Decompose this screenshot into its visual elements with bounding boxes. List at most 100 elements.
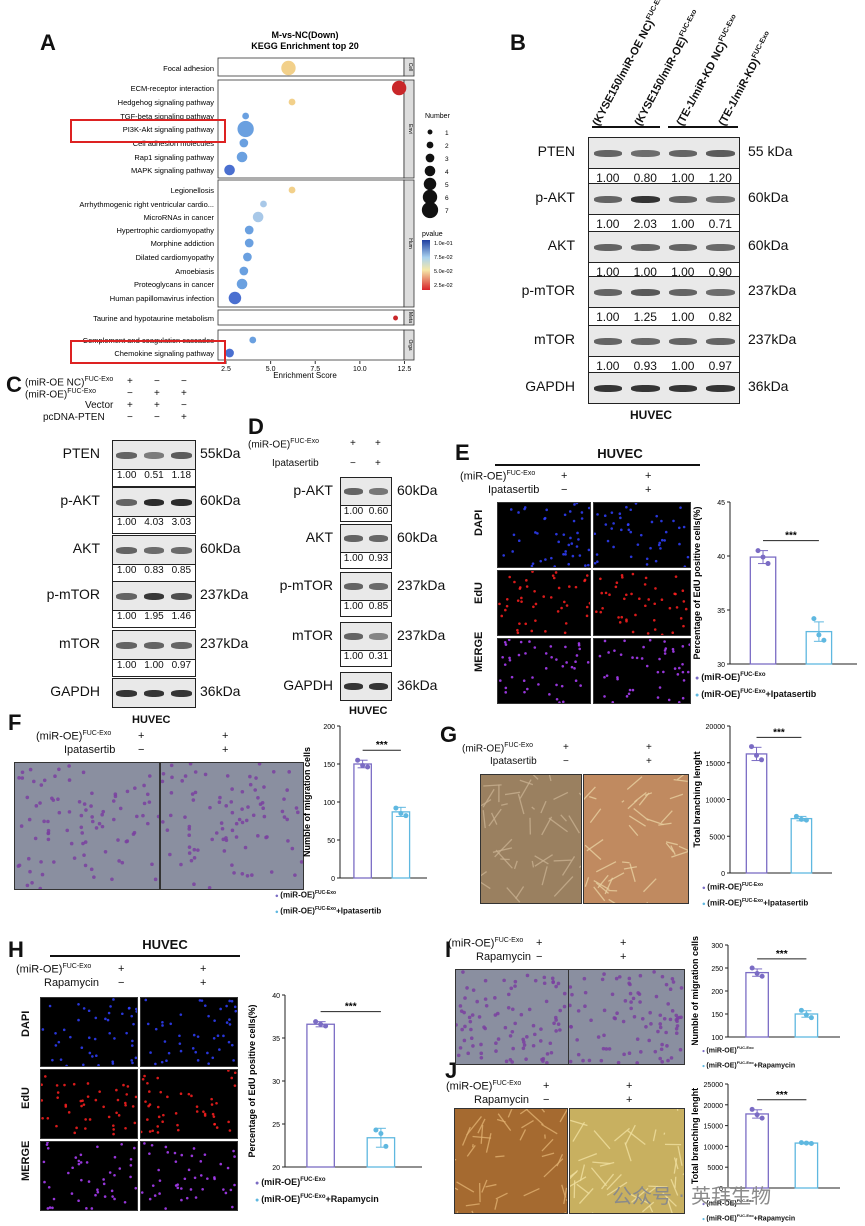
panel-j-sign2: +	[626, 1094, 633, 1106]
micro-bg	[41, 1142, 137, 1210]
micro-cell	[265, 835, 269, 839]
micro-cell	[54, 1044, 58, 1047]
micro-cell	[676, 673, 680, 676]
blot-row-label: AKT	[72, 540, 100, 556]
micro-cell	[671, 631, 675, 635]
micro-cell	[38, 886, 43, 889]
micro-tube	[578, 1153, 598, 1162]
micro-cell	[192, 1147, 196, 1150]
micro-cell	[112, 1132, 115, 1136]
micro-cell	[483, 978, 488, 983]
micro-cell	[575, 654, 579, 657]
legend-text: (miR-OE)	[261, 1194, 301, 1204]
micro-cell	[648, 639, 652, 642]
blot-quant-value: 0.93	[633, 358, 657, 373]
micro-cell	[206, 1051, 209, 1055]
bar-y-tick-label: 25000	[704, 1082, 724, 1089]
micro-cell	[522, 1040, 526, 1044]
micro-cell	[151, 1129, 154, 1133]
panel-e-tile-image	[498, 571, 590, 635]
micro-cell	[493, 1013, 498, 1017]
micro-cell	[550, 556, 553, 560]
blot-band	[593, 195, 622, 203]
micro-cell	[180, 1198, 183, 1202]
micro-cell	[612, 1016, 617, 1020]
micro-cell	[659, 1047, 664, 1052]
micro-tube	[461, 1126, 471, 1146]
micro-cell	[555, 683, 558, 687]
micro-cell	[79, 1161, 83, 1164]
data-point	[749, 744, 755, 750]
micro-cell	[682, 679, 686, 682]
blot-quant-value: 1.00	[671, 264, 695, 279]
blot-band	[593, 337, 622, 345]
micro-cell	[213, 1122, 216, 1126]
micro-cell	[208, 805, 212, 810]
micro-tube	[521, 1120, 534, 1129]
micro-tube	[492, 847, 513, 853]
micro-cell	[606, 539, 610, 543]
panel-h-cond2: Rapamycin	[44, 977, 100, 989]
micro-cell	[569, 1059, 573, 1064]
micro-cell	[681, 696, 685, 700]
micro-cell	[251, 813, 256, 818]
micro-cell	[544, 558, 547, 561]
kegg-legend-number-label: 7	[445, 208, 449, 215]
micro-tube	[466, 1116, 482, 1136]
micro-tube	[548, 817, 568, 833]
micro-cell	[629, 1000, 633, 1004]
micro-cell	[605, 674, 609, 677]
micro-cell	[203, 1004, 207, 1007]
micro-cell	[56, 1091, 60, 1094]
panel-e-tile	[593, 570, 691, 636]
micro-cell	[56, 797, 60, 801]
micro-cell	[196, 1035, 200, 1038]
micro-tube	[517, 793, 525, 815]
micro-cell	[228, 1129, 232, 1132]
micro-cell	[187, 1092, 191, 1096]
micro-tube	[525, 1109, 544, 1126]
bar	[794, 1142, 819, 1189]
micro-tube	[604, 877, 614, 895]
micro-cell	[43, 1180, 46, 1184]
micro-tube	[532, 775, 539, 780]
blot-c-sign: +	[181, 388, 187, 399]
kegg-bubble	[228, 291, 242, 305]
micro-cell	[84, 808, 88, 812]
blot-band	[143, 546, 165, 554]
micro-tube	[560, 814, 567, 822]
micro-cell	[513, 984, 517, 988]
micro-cell	[549, 596, 553, 599]
blot-quant-value: 1.00	[671, 216, 695, 231]
micro-cell	[41, 1083, 43, 1087]
micro-cell	[483, 997, 488, 1001]
blot-molecular-weight: 55kDa	[200, 445, 241, 461]
micro-cell	[677, 700, 681, 703]
micro-cell	[563, 513, 567, 517]
bar-y-tick-label: 40	[272, 993, 280, 1000]
micro-cell	[161, 1024, 164, 1027]
blot-b-lane-header-sup: FUC-Exo	[678, 8, 699, 38]
blot-quant-box: 1.00 0.93	[340, 551, 392, 569]
micro-cell	[533, 590, 536, 593]
micro-cell	[656, 1029, 660, 1034]
micro-cell	[141, 1191, 144, 1194]
panel-h-title: HUVEC	[142, 937, 188, 952]
micro-cell	[127, 1007, 131, 1010]
micro-cell	[113, 792, 118, 797]
micro-cell	[195, 1110, 199, 1113]
micro-cell	[19, 824, 24, 828]
micro-cell	[178, 1034, 181, 1038]
blot-panel-b: (KYSE150/miR-OE NC)FUC-Exo (KYSE150/miR-O…	[520, 0, 860, 422]
micro-cell	[67, 778, 72, 782]
micro-cell	[46, 1116, 50, 1120]
panel-h-tile-image	[41, 998, 137, 1066]
kegg-group-strip	[403, 309, 415, 326]
micro-cell	[549, 1050, 554, 1055]
panel-e-sign1: +	[645, 470, 652, 482]
micro-tube	[658, 822, 672, 826]
legend-sup: FUC-Exo	[736, 1060, 754, 1065]
data-point	[373, 1127, 379, 1133]
micro-cell	[84, 1127, 87, 1130]
micro-bg	[594, 639, 690, 703]
